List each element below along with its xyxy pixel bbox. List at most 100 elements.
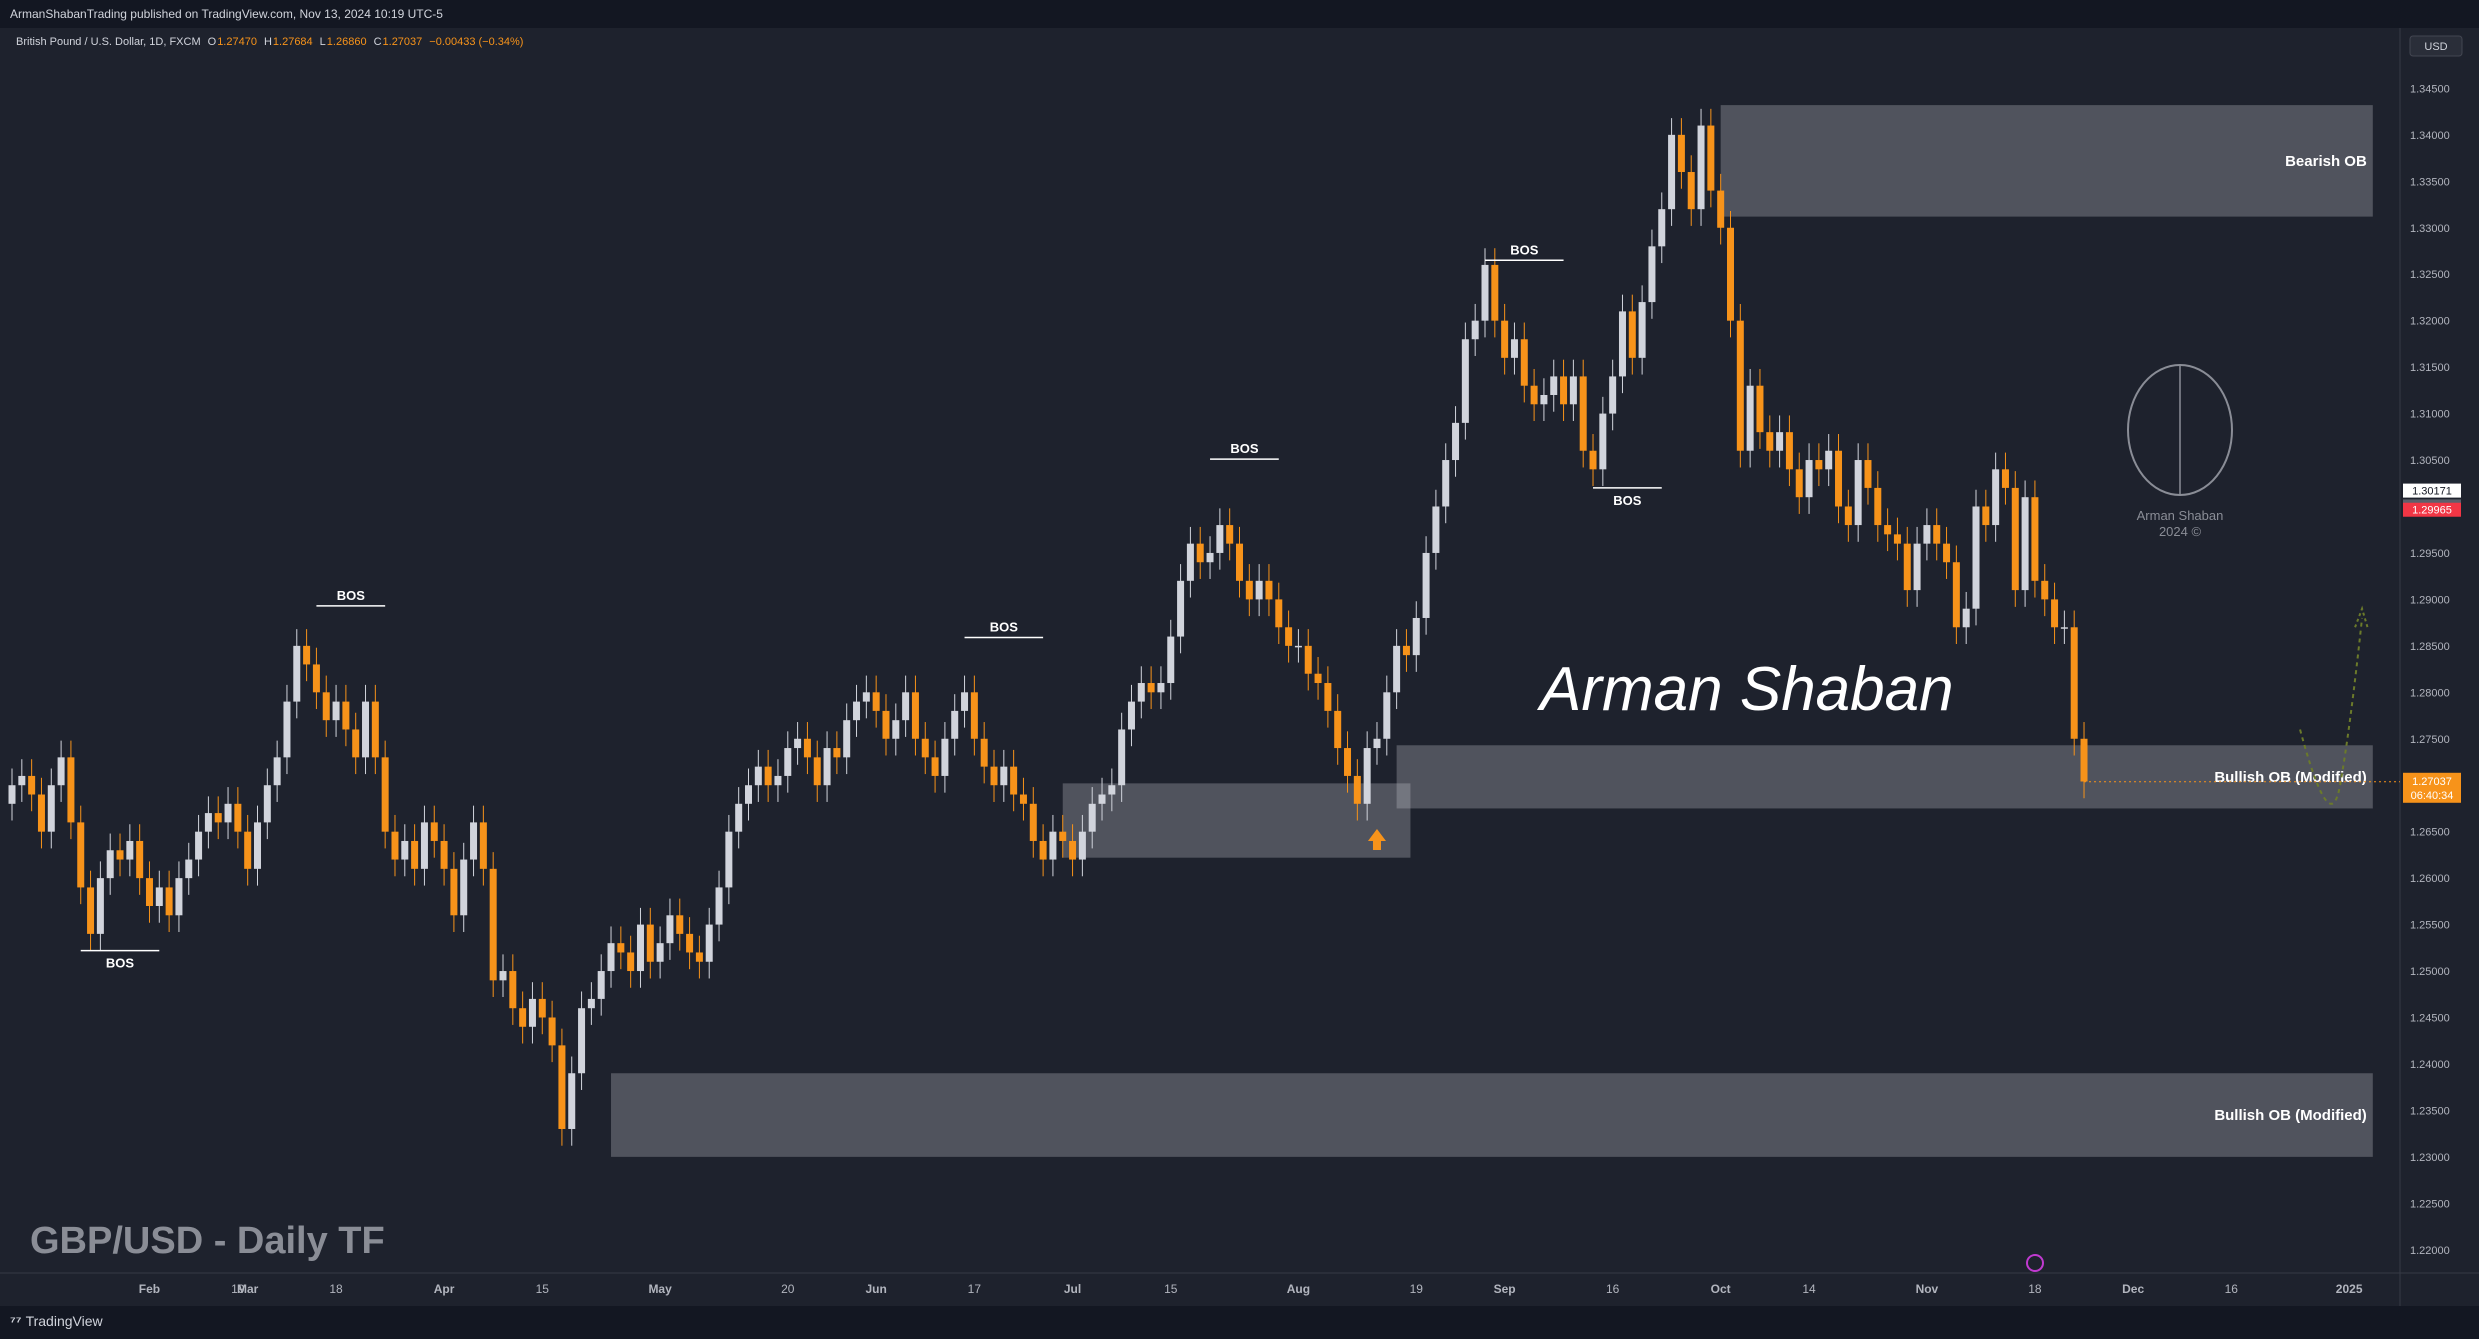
candle-body (1785, 432, 1793, 470)
candle-body (263, 785, 271, 823)
x-axis-tick: Jun (865, 1282, 886, 1296)
tradingview-logo[interactable]: ⁷⁷ TradingView (10, 1313, 103, 1329)
x-axis-tick: Jul (1064, 1282, 1081, 1296)
tradingview-logo-icon: ⁷⁷ (10, 1313, 22, 1329)
candle-body (1697, 125, 1705, 210)
legend-change: −0.00433 (−0.34%) (429, 36, 523, 48)
candle-body (970, 692, 978, 739)
projection-arrowhead (2354, 605, 2370, 630)
candle-body (872, 692, 880, 711)
order-block-label: Bullish OB (Modified) (2214, 769, 2366, 786)
candle-body (754, 766, 762, 786)
candle-body (1412, 617, 1420, 656)
brain-logo-text: Arman Shaban (2137, 508, 2224, 523)
candle-body (1304, 645, 1312, 674)
bos-label: BOS (990, 619, 1019, 634)
candle-body (460, 859, 468, 916)
candle-body (1491, 264, 1499, 321)
currency-button[interactable] (2409, 35, 2463, 57)
y-axis-tick: 1.32500 (2410, 269, 2450, 281)
candle-body (1540, 394, 1548, 405)
candle-body (1471, 320, 1479, 340)
candle-body (1579, 376, 1587, 451)
bos-label: BOS (1510, 242, 1539, 257)
candle-body (1668, 134, 1676, 210)
chart-watermark-title: GBP/USD - Daily TF (30, 1220, 385, 1262)
order-block-zone (1720, 105, 2373, 217)
candle-body (823, 748, 831, 786)
y-axis-tick: 1.32000 (2410, 316, 2450, 328)
candle-body (548, 1017, 556, 1046)
candle-body (666, 915, 674, 944)
candle-body (47, 785, 55, 832)
candle-body (28, 775, 36, 795)
candle-body (1766, 432, 1774, 451)
attribution-bar: ArmanShabanTrading published on TradingV… (0, 0, 2479, 28)
candle-body (725, 831, 733, 888)
plot-area[interactable] (10, 28, 2400, 1273)
candle-body (2060, 627, 2068, 629)
candle-body (1805, 460, 1813, 498)
x-axis-tick: Oct (1711, 1282, 1731, 1296)
candle-body (1177, 580, 1185, 637)
candle-body (1884, 525, 1892, 535)
candle-body (1736, 320, 1744, 451)
candle-body (1854, 460, 1862, 526)
candle-body (342, 701, 350, 730)
candle-body (1589, 450, 1597, 470)
candle-body (312, 664, 320, 693)
candle-body (1481, 264, 1489, 321)
candle-body (411, 840, 419, 869)
x-axis-tick: Dec (2122, 1282, 2144, 1296)
candle-body (2080, 738, 2088, 782)
candle-body (450, 868, 458, 916)
candle-body (1118, 729, 1126, 786)
candle-body (1098, 794, 1106, 804)
y-axis-tick: 1.25000 (2410, 966, 2450, 978)
attribution-text: ArmanShabanTrading published on TradingV… (10, 7, 443, 21)
candle-body (106, 850, 114, 879)
order-block-zone (611, 1073, 2373, 1157)
legend-high: 1.27684 (273, 36, 313, 48)
candle-body (1069, 840, 1077, 860)
candle-body (499, 971, 507, 981)
candle-body (1982, 506, 1990, 526)
y-axis-tick: 1.33500 (2410, 176, 2450, 188)
candle-body (1628, 311, 1636, 358)
order-block-label: Bullish OB (Modified) (2214, 1107, 2366, 1124)
candle-body (813, 757, 821, 786)
candle-body (293, 645, 301, 702)
y-axis-tick: 1.26500 (2410, 827, 2450, 839)
order-block-zone (1396, 745, 2373, 809)
candle-body (1903, 543, 1911, 591)
candle-body (1265, 580, 1273, 600)
candle-body (1108, 785, 1116, 795)
candle-body (214, 813, 222, 823)
candle-body (1461, 339, 1469, 423)
candle-body (77, 822, 85, 888)
candle-body (843, 720, 851, 758)
x-axis-tick: Apr (434, 1282, 455, 1296)
price-tag-text: 1.29965 (2412, 505, 2452, 517)
candle-body (1510, 339, 1518, 358)
candle-body (931, 757, 939, 776)
candle-body (656, 943, 664, 962)
candle-body (381, 757, 389, 832)
candle-body (921, 738, 929, 758)
candle-body (224, 803, 232, 823)
event-marker-icon[interactable] (2026, 1254, 2044, 1272)
candle-body (1795, 469, 1803, 498)
candle-body (204, 813, 212, 832)
candle-body (558, 1045, 566, 1129)
candle-body (646, 924, 654, 962)
candle-body (479, 822, 487, 869)
candle-body (1196, 543, 1204, 563)
x-axis-tick: 18 (329, 1282, 343, 1296)
legend-l-label: L (320, 36, 326, 48)
candle-body (794, 738, 802, 749)
candle-body (1422, 552, 1430, 618)
candle-body (165, 887, 173, 916)
y-axis-tick: 1.27500 (2410, 734, 2450, 746)
candle-body (322, 692, 330, 721)
